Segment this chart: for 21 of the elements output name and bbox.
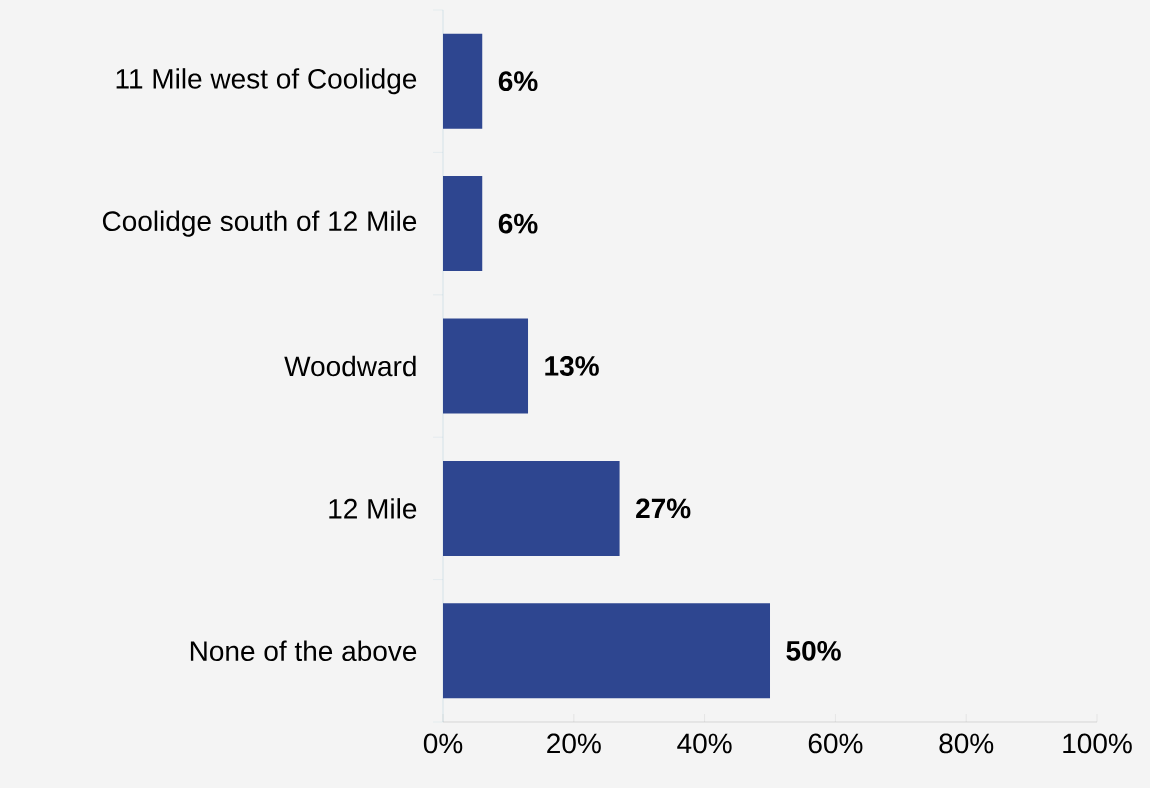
data-label: 6% <box>498 71 538 92</box>
bar <box>443 318 529 414</box>
x-tick-label: 80% <box>939 733 994 754</box>
data-label: 50% <box>786 640 841 661</box>
data-label: 13% <box>545 356 599 376</box>
x-tick-label: 40% <box>677 733 732 754</box>
bar <box>443 176 483 272</box>
x-tick-label: 100% <box>1063 733 1132 754</box>
bar <box>443 460 620 556</box>
x-tick-label: 20% <box>547 733 601 754</box>
y-tick-label: 12 Mile <box>329 498 417 519</box>
y-tick-label: None of the above <box>190 640 417 662</box>
bar <box>443 33 483 129</box>
bar <box>443 603 771 699</box>
x-tick-label: 0% <box>423 733 463 754</box>
y-tick-label: 11 Mile west of Coolidge <box>116 68 417 95</box>
x-tick-label: 60% <box>808 733 863 754</box>
y-tick-label: Coolidge south of 12 Mile <box>102 210 417 237</box>
data-label: 27% <box>636 498 691 519</box>
data-label: 6% <box>498 213 538 234</box>
y-tick-label: Woodward <box>284 355 416 377</box>
